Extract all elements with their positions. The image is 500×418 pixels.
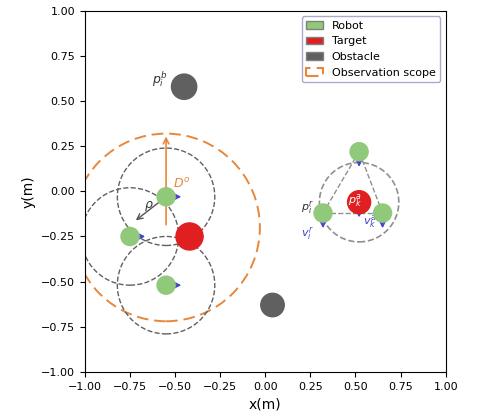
Y-axis label: y(m): y(m) xyxy=(22,175,36,208)
Circle shape xyxy=(157,276,175,294)
Circle shape xyxy=(314,204,332,222)
Circle shape xyxy=(350,143,368,161)
Circle shape xyxy=(348,191,370,214)
Text: $p_i^b$: $p_i^b$ xyxy=(152,69,168,89)
Text: $p_i^r$: $p_i^r$ xyxy=(302,200,314,217)
Circle shape xyxy=(176,223,203,250)
Text: $D^o$: $D^o$ xyxy=(174,177,190,191)
Legend: Robot, Target, Obstacle, Observation scope: Robot, Target, Obstacle, Observation sco… xyxy=(302,16,440,82)
Text: $v_i^r$: $v_i^r$ xyxy=(302,225,314,242)
Circle shape xyxy=(172,74,196,99)
Circle shape xyxy=(261,293,284,317)
X-axis label: x(m): x(m) xyxy=(249,397,282,411)
Circle shape xyxy=(121,227,139,245)
Circle shape xyxy=(157,188,175,206)
Text: $v_k^a$: $v_k^a$ xyxy=(362,213,376,229)
Text: $\rho$: $\rho$ xyxy=(144,199,154,213)
Text: $p_k^a$: $p_k^a$ xyxy=(348,192,362,209)
Circle shape xyxy=(374,204,392,222)
